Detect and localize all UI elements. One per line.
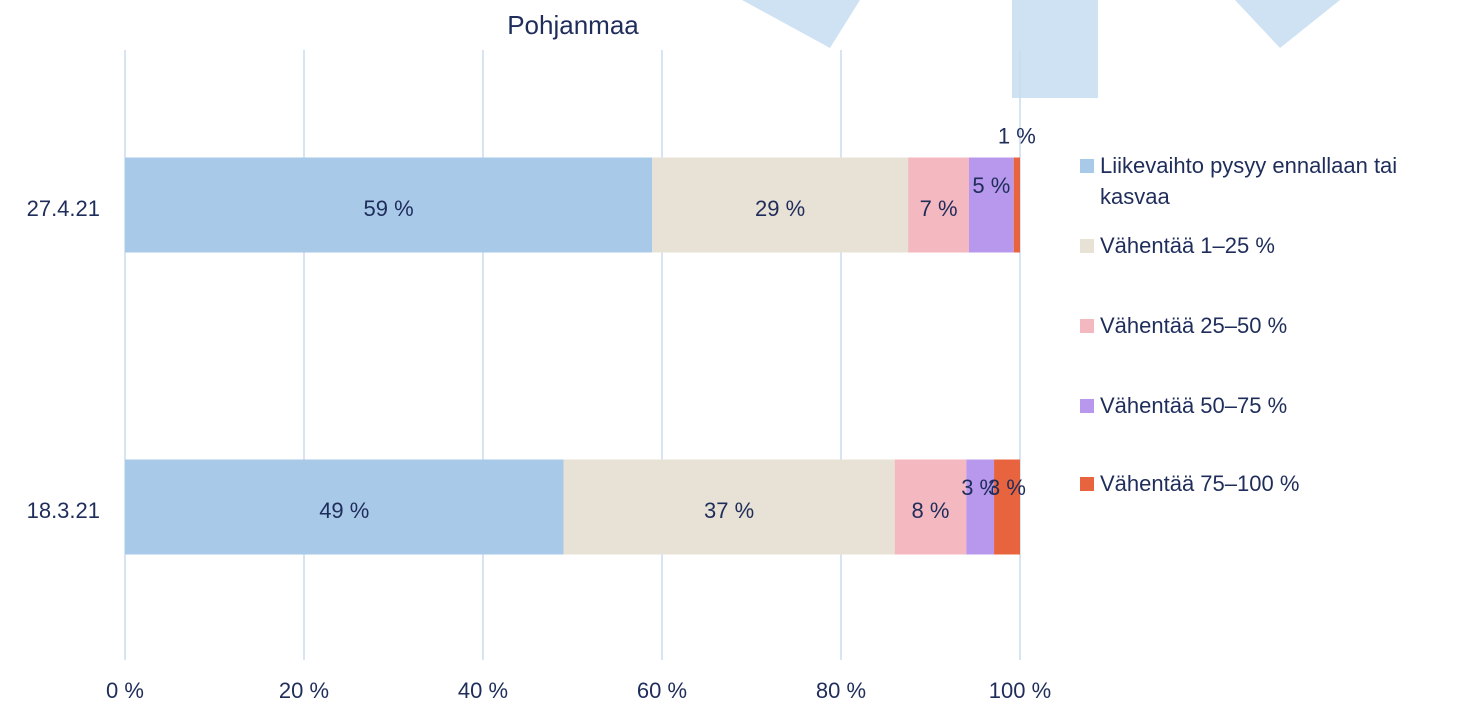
chart-title: Pohjanmaa [507,10,639,40]
bar-segment [563,459,895,555]
bar-segment [652,157,909,253]
data-label: 3 % [961,475,999,500]
bar-segment [894,459,967,555]
legend-item: Vähentää 75–100 % [1080,468,1430,499]
legend-swatch [1080,239,1094,253]
data-label: 7 % [920,196,958,221]
data-label: 5 % [972,173,1010,198]
x-tick-label: 0 % [106,678,144,703]
x-tick-label: 80 % [816,678,866,703]
legend-item: Vähentää 25–50 % [1080,310,1430,341]
data-label: 3 % [988,475,1026,500]
legend-item: Vähentää 50–75 % [1080,390,1430,421]
data-label: 1 % [998,123,1036,148]
data-label: 59 % [363,196,413,221]
data-label: 8 % [912,498,950,523]
bar-segment [968,157,1014,253]
bar-segment [125,459,564,555]
x-tick-label: 100 % [989,678,1051,703]
legend-swatch [1080,159,1094,173]
data-label: 37 % [704,498,754,523]
x-tick-label: 20 % [279,678,329,703]
legend-swatch [1080,319,1094,333]
bar-segment [125,157,653,253]
legend-swatch [1080,477,1094,491]
legend-label: Vähentää 50–75 % [1100,393,1288,418]
legend-item: Vähentää 1–25 % [1080,230,1430,261]
legend-item: Liikevaihto pysyy ennallaan tai kasvaa [1080,150,1430,212]
x-tick-label: 60 % [637,678,687,703]
legend-label: Vähentää 75–100 % [1100,471,1300,496]
bar-segment [966,459,995,555]
bar-segment [994,459,1020,555]
legend-label: Liikevaihto pysyy ennallaan tai kasvaa [1100,153,1398,209]
legend-label: Vähentää 1–25 % [1100,233,1275,258]
y-tick-label: 18.3.21 [27,498,100,523]
x-tick-label: 40 % [458,678,508,703]
background-shapes [742,0,1340,98]
y-tick-label: 27.4.21 [27,196,100,221]
bar-segment [908,157,969,253]
legend-label: Vähentää 25–50 % [1100,313,1288,338]
data-label: 49 % [319,498,369,523]
legend-swatch [1080,399,1094,413]
data-label: 29 % [755,196,805,221]
bar-segment [1013,157,1020,253]
